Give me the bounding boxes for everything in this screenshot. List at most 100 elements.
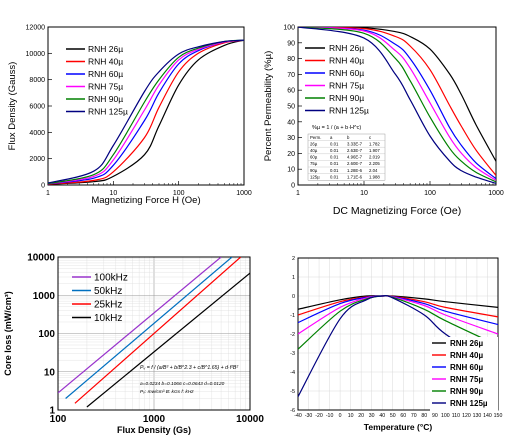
- table-cell: 0.01: [330, 168, 339, 173]
- legend-label: 100kHz: [94, 273, 128, 284]
- x-tick-label: 40: [379, 413, 385, 419]
- y-tick-label: 0: [292, 294, 295, 300]
- y-tick-label: 60: [287, 88, 295, 95]
- y-tick-label: 70: [287, 72, 295, 79]
- series-line-0-1: [48, 39, 244, 185]
- legend-label: RNH 40µ: [450, 351, 483, 360]
- table-cell: 2.04: [369, 168, 378, 173]
- legend-label: RNH 60µ: [450, 363, 483, 372]
- x-tick-label: 1000: [143, 414, 166, 425]
- legend-label: RNH 40µ: [329, 56, 364, 66]
- y-tick-label: 2000: [29, 156, 45, 163]
- y-tick-label: 40: [287, 119, 295, 126]
- legend-label: RNH 75µ: [88, 82, 123, 92]
- y-tick-label: 100: [283, 25, 295, 32]
- y-axis-label: Percent Permeability (%µ): [263, 51, 274, 162]
- x-tick-label: -30: [305, 413, 313, 419]
- series-line-2-3: [86, 272, 250, 408]
- y-tick-label: -5: [290, 389, 295, 395]
- series-line-1-0: [298, 27, 496, 162]
- legend-label: RNH 26µ: [450, 339, 483, 348]
- y-tick-label: 1: [49, 406, 55, 417]
- y-tick-label: 12000: [26, 25, 46, 32]
- x-tick-label: 130: [473, 413, 482, 419]
- y-tick-label: 0: [291, 183, 295, 190]
- table-header-cell: Perm.: [310, 135, 321, 140]
- y-tick-label: 1: [292, 275, 295, 281]
- series-line-2-0: [58, 257, 222, 394]
- series-line-1-4: [298, 27, 496, 183]
- table-cell: 26µ: [310, 141, 318, 146]
- plot-area-0: [47, 26, 245, 186]
- x-tick-label: 20: [358, 413, 364, 419]
- legend-label: 10kHz: [94, 313, 122, 324]
- series-line-1-3: [298, 27, 496, 181]
- y-tick-label: 80: [287, 56, 295, 63]
- table-header-cell: c: [369, 135, 372, 140]
- series-line-0-5: [48, 39, 244, 184]
- y-tick-label: 20: [287, 151, 295, 158]
- table-cell: 3.33E-7: [347, 141, 363, 146]
- legend-label: RNH 125µ: [329, 106, 369, 116]
- y-tick-label: 90: [287, 40, 295, 47]
- x-tick-label: 1: [296, 190, 300, 197]
- y-tick-label: -2: [290, 332, 295, 338]
- table-cell: 1.988: [369, 174, 380, 179]
- table-cell: 0.01: [330, 161, 339, 166]
- series-line-3-5: [298, 295, 498, 397]
- x-tick-label: 0: [339, 413, 342, 419]
- table-cell: 1.28E-6: [347, 168, 363, 173]
- legend-box: [430, 337, 498, 413]
- x-tick-label: 80: [421, 413, 427, 419]
- x-tick-label: 150: [494, 413, 503, 419]
- y-tick-label: 10: [44, 367, 56, 378]
- table-cell: 90µ: [310, 168, 318, 173]
- table-header-cell: b: [347, 135, 350, 140]
- legend-label: RNH 90µ: [329, 93, 364, 103]
- legend-label: RNH 40µ: [88, 57, 123, 67]
- x-tick-label: 1: [46, 190, 50, 197]
- table-cell: 1.907: [369, 148, 380, 153]
- table-cell: 2.019: [369, 155, 380, 160]
- x-tick-label: 50: [390, 413, 396, 419]
- y-tick-label: -1: [290, 313, 295, 319]
- x-tick-label: 100: [173, 190, 185, 197]
- legend-label: RNH 90µ: [450, 387, 483, 396]
- x-tick-label: 120: [462, 413, 471, 419]
- y-tick-label: -6: [290, 408, 295, 414]
- table-cell: 1.782: [369, 141, 380, 146]
- y-tick-label: 0: [41, 183, 45, 190]
- legend-label: RNH 90µ: [88, 94, 123, 104]
- legend-label: RNH 125µ: [88, 107, 128, 117]
- table-cell: 0.01: [330, 155, 339, 160]
- series-group-1: [298, 27, 496, 184]
- legend-label: RNH 60µ: [329, 68, 364, 78]
- y-tick-label: 10000: [27, 253, 55, 264]
- table-header-cell: a: [330, 135, 333, 140]
- x-tick-label: 10000: [236, 414, 264, 425]
- x-tick-label: 90: [432, 413, 438, 419]
- constants-text: a=0.0234 b=0.1066 c=0.0643 d=0.0120: [140, 381, 225, 387]
- table-cell: 0.01: [330, 141, 339, 146]
- table-cell: 2.205: [369, 161, 380, 166]
- series-group-2: [58, 257, 250, 408]
- x-tick-label: 1000: [488, 190, 504, 197]
- y-tick-label: 2: [292, 256, 295, 262]
- coefficient-table: [307, 133, 386, 181]
- y-tick-label: -3: [290, 351, 295, 357]
- series-line-1-5: [298, 27, 496, 184]
- series-group-0: [48, 39, 244, 185]
- y-tick-label: -4: [290, 370, 295, 376]
- x-tick-label: 70: [411, 413, 417, 419]
- legend-label: 25kHz: [94, 300, 122, 311]
- x-tick-label: 30: [369, 413, 375, 419]
- y-tick-label: 30: [287, 135, 295, 142]
- table-cell: 1.71E-6: [347, 174, 363, 179]
- formula-text: %µ = 1 / (a + b·H^c): [312, 125, 361, 131]
- legend-label: RNH 60µ: [88, 69, 123, 79]
- x-tick-label: 10: [360, 190, 368, 197]
- x-tick-label: 140: [483, 413, 492, 419]
- y-tick-label: 4000: [29, 130, 45, 137]
